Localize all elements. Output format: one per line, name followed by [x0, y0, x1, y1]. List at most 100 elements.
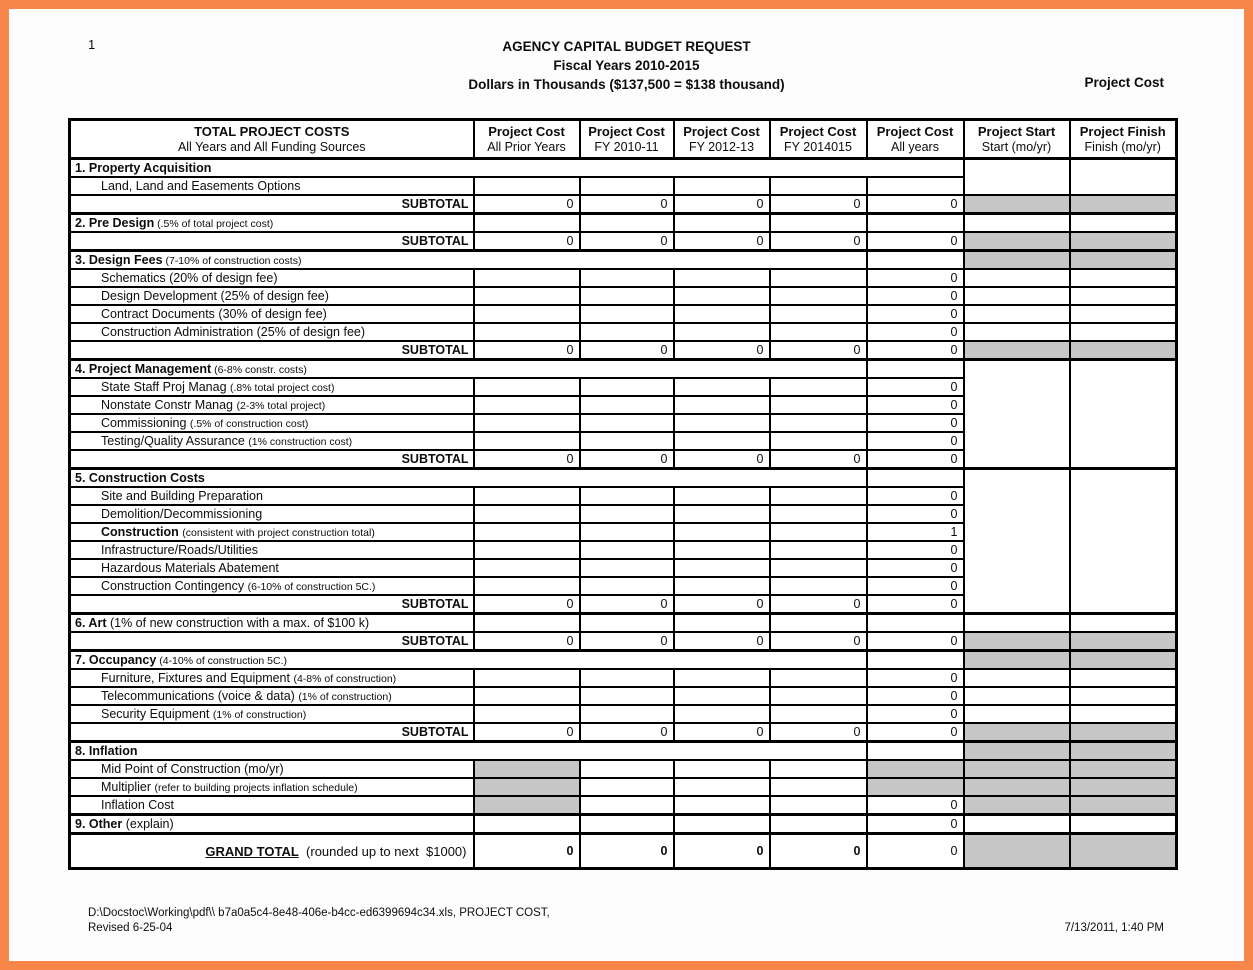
cost-cell: 0 — [865, 686, 965, 706]
cost-cell — [768, 813, 868, 835]
print-timestamp: 7/13/2011, 1:40 PM — [1064, 922, 1164, 934]
cost-cell — [672, 759, 771, 779]
finish-cell — [1068, 304, 1178, 324]
cost-cell — [865, 759, 965, 779]
finish-cell — [1068, 759, 1178, 779]
cost-cell: 0 — [578, 594, 675, 615]
detail-row: Contract Documents (30% of design fee) 0 — [68, 304, 1178, 324]
cost-cell — [472, 576, 581, 596]
cost-cell — [672, 395, 771, 415]
cost-cell: 0 — [672, 832, 771, 870]
line-item-label: State Staff Proj Manag (.8% total projec… — [68, 377, 475, 397]
cost-cell: 0 — [865, 504, 965, 524]
section-row: 3. Design Fees (7-10% of construction co… — [68, 249, 1178, 270]
cost-cell — [672, 795, 771, 816]
page-number: 1 — [88, 37, 96, 52]
cost-cell: 0 — [578, 340, 675, 361]
cost-cell — [768, 686, 868, 706]
finish-cell — [1068, 322, 1178, 342]
cost-cell — [672, 176, 771, 196]
subtotal-label: SUBTOTAL — [68, 631, 475, 652]
cost-cell — [768, 540, 868, 560]
cost-cell: 0 — [472, 631, 581, 652]
start-cell — [962, 467, 1071, 615]
cost-cell — [865, 777, 965, 797]
detail-row: Construction Administration (25% of desi… — [68, 322, 1178, 342]
cost-cell — [472, 413, 581, 433]
detail-row: Furniture, Fixtures and Equipment (4-8% … — [68, 668, 1178, 688]
finish-cell — [1068, 686, 1178, 706]
cost-cell — [472, 759, 581, 779]
cost-cell — [865, 176, 965, 196]
cost-cell — [472, 704, 581, 724]
detail-row: Land, Land and Easements Options — [68, 176, 1177, 196]
line-item-label: Demolition/Decommissioning — [68, 504, 475, 524]
line-item-label: Site and Building Preparation — [68, 486, 475, 506]
section-row: 2. Pre Design (.5% of total project cost… — [68, 212, 1178, 233]
section-row: 4. Project Management (6-8% constr. cost… — [68, 358, 1178, 470]
document-footer: D:\Docstoc\Working\pdf\\ b7a0a5c4-8e48-4… — [88, 906, 1164, 936]
cost-cell — [472, 395, 581, 415]
start-cell — [962, 813, 1071, 835]
cost-cell: 0 — [768, 340, 868, 361]
finish-cell — [1068, 157, 1178, 196]
column-header: Project Cost FY 2014015 — [768, 118, 868, 160]
cost-cell — [768, 304, 868, 324]
finish-cell — [1068, 631, 1178, 652]
doc-title: AGENCY CAPITAL BUDGET REQUEST — [502, 39, 751, 54]
corner-label: Project Cost — [1084, 75, 1164, 90]
line-item-label: Construction Contingency (6-10% of const… — [68, 576, 475, 596]
start-cell — [962, 304, 1071, 324]
section-label: 2. Pre Design (.5% of total project cost… — [68, 212, 475, 233]
line-item-label: Commissioning (.5% of construction cost) — [68, 413, 475, 433]
section-label: 4. Project Management (6-8% constr. cost… — [68, 358, 868, 379]
cost-cell: 0 — [472, 194, 581, 215]
cost-cell — [768, 268, 868, 288]
cost-cell — [672, 504, 771, 524]
line-item-label: Construction Administration (25% of desi… — [68, 322, 475, 342]
column-header: Project Cost All Prior Years — [472, 118, 581, 160]
cost-cell — [768, 486, 868, 506]
cost-cell — [672, 486, 771, 506]
cost-cell — [578, 612, 675, 633]
finish-cell — [1068, 795, 1178, 816]
subtotal-label: SUBTOTAL — [68, 231, 475, 252]
line-item-label: Contract Documents (30% of design fee) — [68, 304, 475, 324]
cost-cell — [578, 522, 675, 542]
cost-cell — [768, 413, 868, 433]
finish-cell — [1068, 704, 1178, 724]
finish-cell — [1068, 212, 1178, 233]
finish-cell — [1068, 740, 1178, 761]
cost-cell — [578, 558, 675, 578]
line-item-label: Furniture, Fixtures and Equipment (4-8% … — [68, 668, 475, 688]
cost-cell: 0 — [472, 449, 581, 470]
cost-cell — [768, 286, 868, 306]
cost-cell — [472, 268, 581, 288]
cost-cell — [672, 377, 771, 397]
cost-cell — [472, 813, 581, 835]
finish-cell — [1068, 358, 1178, 470]
start-cell — [962, 759, 1071, 779]
start-cell — [962, 612, 1071, 633]
finish-cell — [1068, 231, 1178, 252]
cost-cell: 0 — [865, 231, 965, 252]
revised-date: Revised 6-25-04 — [88, 922, 173, 934]
line-item-label: Security Equipment (1% of construction) — [68, 704, 475, 724]
cost-cell — [578, 212, 675, 233]
column-header: TOTAL PROJECT COSTS All Years and All Fun… — [68, 118, 475, 160]
cost-cell — [865, 740, 965, 761]
cost-cell — [472, 558, 581, 578]
cost-cell: 0 — [865, 813, 965, 835]
cost-cell — [865, 358, 965, 379]
line-item-label: Schematics (20% of design fee) — [68, 268, 475, 288]
start-cell — [962, 777, 1071, 797]
detail-row: Inflation Cost 0 — [68, 795, 1178, 816]
finish-cell — [1068, 649, 1178, 670]
detail-row: Construction Contingency (6-10% of const… — [68, 576, 1177, 596]
cost-cell — [472, 686, 581, 706]
file-path: D:\Docstoc\Working\pdf\\ b7a0a5c4-8e48-4… — [88, 907, 550, 919]
start-cell — [962, 740, 1071, 761]
cost-cell — [768, 668, 868, 688]
cost-cell — [768, 576, 868, 596]
